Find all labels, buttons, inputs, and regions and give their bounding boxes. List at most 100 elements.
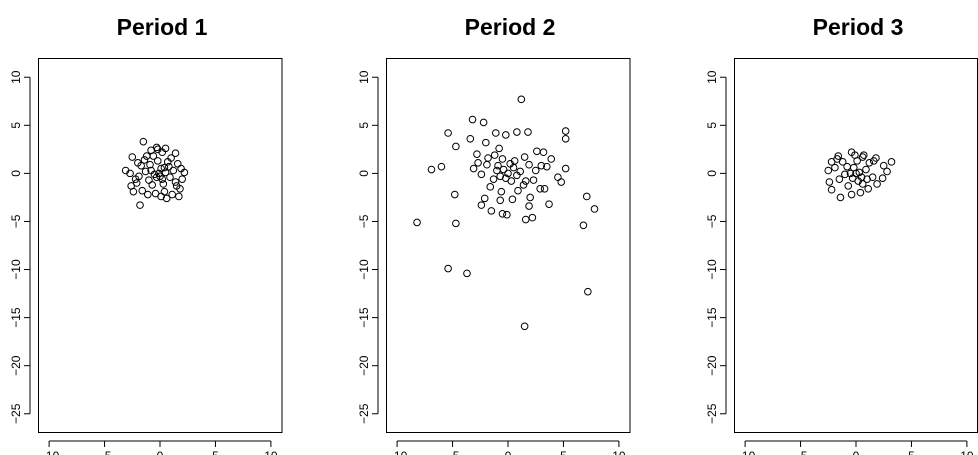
scatter-panel-3: Period 3 −10 −5 0 5 10 −25 −20 −15 −10 −5 0 5 10: [705, 14, 978, 455]
x-tick-label: 5: [908, 449, 915, 455]
data-point: [477, 201, 486, 209]
data-point: [513, 171, 521, 180]
data-point: [537, 161, 546, 170]
data-point: [132, 179, 141, 187]
data-point: [427, 165, 436, 174]
data-point: [139, 137, 148, 146]
data-point: [557, 178, 566, 186]
y-tick-label: 0: [357, 170, 371, 177]
data-point: [844, 182, 853, 190]
data-point: [168, 190, 176, 199]
y-tick-label: −10: [9, 259, 23, 280]
plot-frame: [38, 58, 283, 433]
data-point: [859, 151, 868, 159]
x-tick-label: 0: [505, 449, 512, 455]
data-point: [835, 175, 844, 183]
x-tick-label: −10: [735, 449, 756, 455]
data-point: [494, 161, 502, 170]
data-point: [878, 174, 887, 182]
data-point: [473, 150, 481, 158]
data-point: [554, 173, 562, 182]
data-point: [841, 170, 849, 179]
data-point: [180, 168, 189, 177]
data-point: [525, 160, 533, 169]
data-point: [165, 162, 173, 171]
data-point: [452, 219, 460, 228]
data-point: [873, 180, 881, 188]
data-point: [172, 182, 181, 190]
data-point: [149, 152, 158, 160]
x-tick-label: 10: [612, 449, 626, 455]
data-point: [134, 159, 142, 167]
data-point: [855, 168, 864, 177]
scatter-panel-1: Period 1 −10 −5 0 5 10 −25 −20 −15 −10 −5 0 5 10: [9, 14, 283, 455]
x-tick-label: 10: [960, 449, 974, 455]
plot-frame: [734, 58, 978, 433]
data-point: [140, 156, 149, 164]
y-tick-label: −25: [9, 403, 23, 424]
data-point: [484, 154, 492, 162]
data-point: [146, 160, 154, 169]
data-point: [561, 134, 570, 143]
y-tick-label: 10: [705, 70, 719, 84]
data-point: [579, 221, 588, 230]
y-tick-label: −10: [357, 259, 371, 280]
data-point: [490, 151, 499, 159]
data-point: [584, 287, 592, 296]
data-point: [533, 147, 541, 156]
data-point: [540, 184, 549, 193]
plot-frame: [386, 58, 631, 433]
data-point: [142, 152, 151, 160]
data-point: [864, 184, 873, 193]
data-point: [466, 134, 475, 143]
data-point: [856, 188, 865, 197]
data-point: [846, 169, 855, 178]
y-tick-label: −20: [357, 355, 371, 376]
data-point: [869, 157, 878, 165]
data-point: [528, 213, 537, 222]
y-tick-label: 10: [9, 70, 23, 84]
data-point: [543, 162, 551, 171]
data-point: [865, 159, 874, 167]
data-point: [469, 164, 478, 173]
data-point: [503, 210, 511, 219]
data-point: [126, 169, 134, 178]
data-point: [545, 200, 553, 208]
data-point: [851, 151, 859, 159]
data-point: [833, 155, 841, 163]
data-point: [444, 264, 452, 273]
x-tick-label: −10: [39, 449, 60, 455]
data-point: [162, 194, 171, 203]
y-tick-label: 10: [357, 70, 371, 84]
data-point: [138, 186, 147, 195]
scatter-panel-2: Period 2 −10 −5 0 5 10 −25 −20 −15 −10 −5 0 5 10: [357, 14, 631, 455]
y-tick-label: −5: [705, 214, 719, 228]
data-point: [863, 175, 871, 183]
data-point: [514, 186, 522, 195]
data-point: [520, 322, 529, 331]
data-point: [480, 194, 489, 203]
data-point: [852, 169, 860, 178]
data-point: [854, 177, 863, 185]
y-tick-label: 5: [9, 122, 23, 129]
x-tick-label: 0: [157, 449, 164, 455]
data-point: [173, 159, 182, 168]
data-point: [160, 163, 169, 172]
data-point: [520, 153, 529, 161]
data-point: [452, 142, 460, 151]
y-tick-label: −15: [357, 307, 371, 328]
data-point: [157, 164, 165, 173]
x-tick-label: −5: [98, 449, 112, 455]
data-point: [501, 174, 510, 182]
data-point: [171, 178, 180, 186]
data-point: [847, 190, 856, 199]
data-point: [129, 187, 138, 196]
data-point: [487, 207, 496, 215]
data-point: [506, 159, 515, 168]
x-tick-label: −5: [794, 449, 808, 455]
panel-title: Period 3: [813, 14, 904, 40]
data-point: [477, 170, 486, 179]
data-point: [887, 158, 896, 166]
panel-title: Period 2: [465, 14, 556, 40]
data-point: [561, 127, 570, 135]
